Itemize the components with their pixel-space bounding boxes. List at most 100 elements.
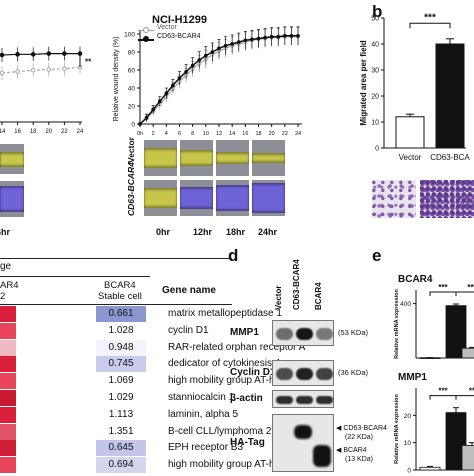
migration-image-cd63 (420, 180, 474, 218)
data-point (177, 76, 182, 80)
data-point (217, 46, 221, 51)
table-row: 0.645 EPH receptor B3 (0, 440, 474, 459)
sig-bracket (409, 22, 451, 29)
wound-image (180, 140, 213, 176)
x-tick-label: 16 (14, 129, 21, 135)
x-tick-label: 20 (269, 131, 275, 137)
gene-name: cyclin D1 (168, 324, 209, 336)
left-line-chart: 14 16 18 20 22 24 ** (0, 46, 92, 135)
panel-label-b: b (372, 2, 383, 21)
blot-annotation: ◀ BCAR4 (13 KDa) (336, 446, 373, 464)
wound-time-12hr: 12hr (193, 227, 213, 237)
y-tick-label: 10 (371, 120, 379, 127)
data-point (210, 50, 215, 54)
blot-band (316, 328, 333, 340)
wound-edge (180, 187, 213, 209)
wound-gap (144, 148, 177, 168)
data-point (190, 63, 195, 68)
x-tick-label: 14 (0, 129, 6, 135)
y-tick-label: 0 (407, 468, 411, 475)
fold-change-value: 0.661 (96, 306, 146, 322)
gene-name: matrix metallopeptidase 1 (168, 308, 282, 319)
heatmap-cell (0, 406, 16, 423)
fold-change-value: 0.948 (96, 339, 146, 356)
data-point (151, 107, 156, 112)
table-row: 0.694 high mobility group AT-hook 2 (0, 457, 474, 476)
wound-edge (180, 150, 213, 166)
data-point (296, 33, 300, 38)
blot-strip (272, 320, 334, 346)
wound-image (144, 180, 177, 216)
data-point (0, 70, 5, 76)
blot-row-label: MMP1 (230, 327, 259, 338)
legend-vector: Vector (157, 24, 177, 31)
heatmap-cell (0, 373, 16, 390)
gene-name: high mobility group AT-hook 2 (168, 459, 300, 471)
heatmap-cell (0, 390, 16, 406)
annotation-size: (22 KDa) (345, 434, 374, 441)
table-row: 1.351 B-cell CLL/lymphoma 2 (0, 423, 474, 443)
y-tick-label: 100 (124, 32, 135, 39)
nci-chart-title: NCI-H1299 (152, 14, 208, 26)
significance-label: ** (85, 58, 92, 67)
wound-edge (216, 185, 249, 210)
data-point (184, 69, 188, 74)
blot-band (296, 368, 313, 380)
y-tick-label: 40 (128, 86, 136, 93)
wound-gap (180, 149, 213, 167)
annotation-name: BCAR4 (343, 447, 367, 454)
data-point (250, 37, 254, 42)
table-col-left2: 2 (0, 291, 6, 302)
wound-edge (216, 152, 249, 165)
x-tick-label: 18 (255, 131, 261, 137)
blot-strip (272, 414, 334, 472)
x-tick-label: 18 (30, 129, 37, 135)
wound-gap (216, 151, 249, 165)
data-point (276, 34, 281, 39)
wound-image (252, 140, 285, 176)
annotation-size: (13 KDa) (345, 456, 374, 463)
heatmap-cell (0, 457, 16, 474)
fold-change-value: 1.351 (96, 423, 146, 440)
wound-gap (252, 182, 285, 214)
wound-gap (252, 152, 285, 164)
data-point (157, 99, 162, 104)
blot-strip (272, 360, 334, 386)
data-point (30, 67, 36, 73)
blot-size-label: (36 KDa) (338, 368, 369, 377)
arrow-left-icon: ◀ (336, 447, 344, 454)
wound-gap (144, 188, 177, 208)
fold-change-value: 0.645 (96, 440, 146, 457)
legend-cd63-bcar4: CD63-BCAR4 (157, 33, 201, 40)
heatmap-cell (0, 423, 16, 440)
data-point (223, 43, 228, 48)
table-header-fragment: ge (0, 261, 12, 272)
y-tick-label: 400 (400, 301, 411, 308)
table-row: 1.029 stanniocalcin 1 (0, 390, 474, 409)
sig-bracket-2 (455, 395, 474, 400)
table-row: 1.028 cyclin D1 (0, 322, 474, 342)
wound-gap (216, 185, 249, 211)
category-label: Vector (399, 153, 422, 162)
blot-row-label: β-actin (230, 393, 263, 404)
data-point (62, 66, 67, 72)
wound-edge (0, 186, 24, 211)
y-axis-label: Migrated area per field (359, 40, 368, 125)
y-tick-label: 50 (371, 16, 379, 23)
y-tick-label: 0 (375, 146, 379, 153)
blot-band (276, 368, 293, 380)
table-body: 0.661 matrix metallopeptidase 1 1.028 cycli… (0, 306, 305, 476)
fold-change-value: 0.694 (96, 457, 146, 474)
lane-label: Vector (274, 285, 283, 310)
data-point (62, 51, 67, 56)
sig-bracket-1 (429, 291, 457, 297)
wound-image (144, 140, 177, 176)
wound-time-18hr: 18hr (226, 227, 246, 237)
blot-size-label: (53 KDa) (338, 328, 369, 337)
x-tick-label: 4 (165, 131, 168, 137)
wound-edge (144, 188, 177, 208)
heatmap-cell (0, 440, 16, 457)
